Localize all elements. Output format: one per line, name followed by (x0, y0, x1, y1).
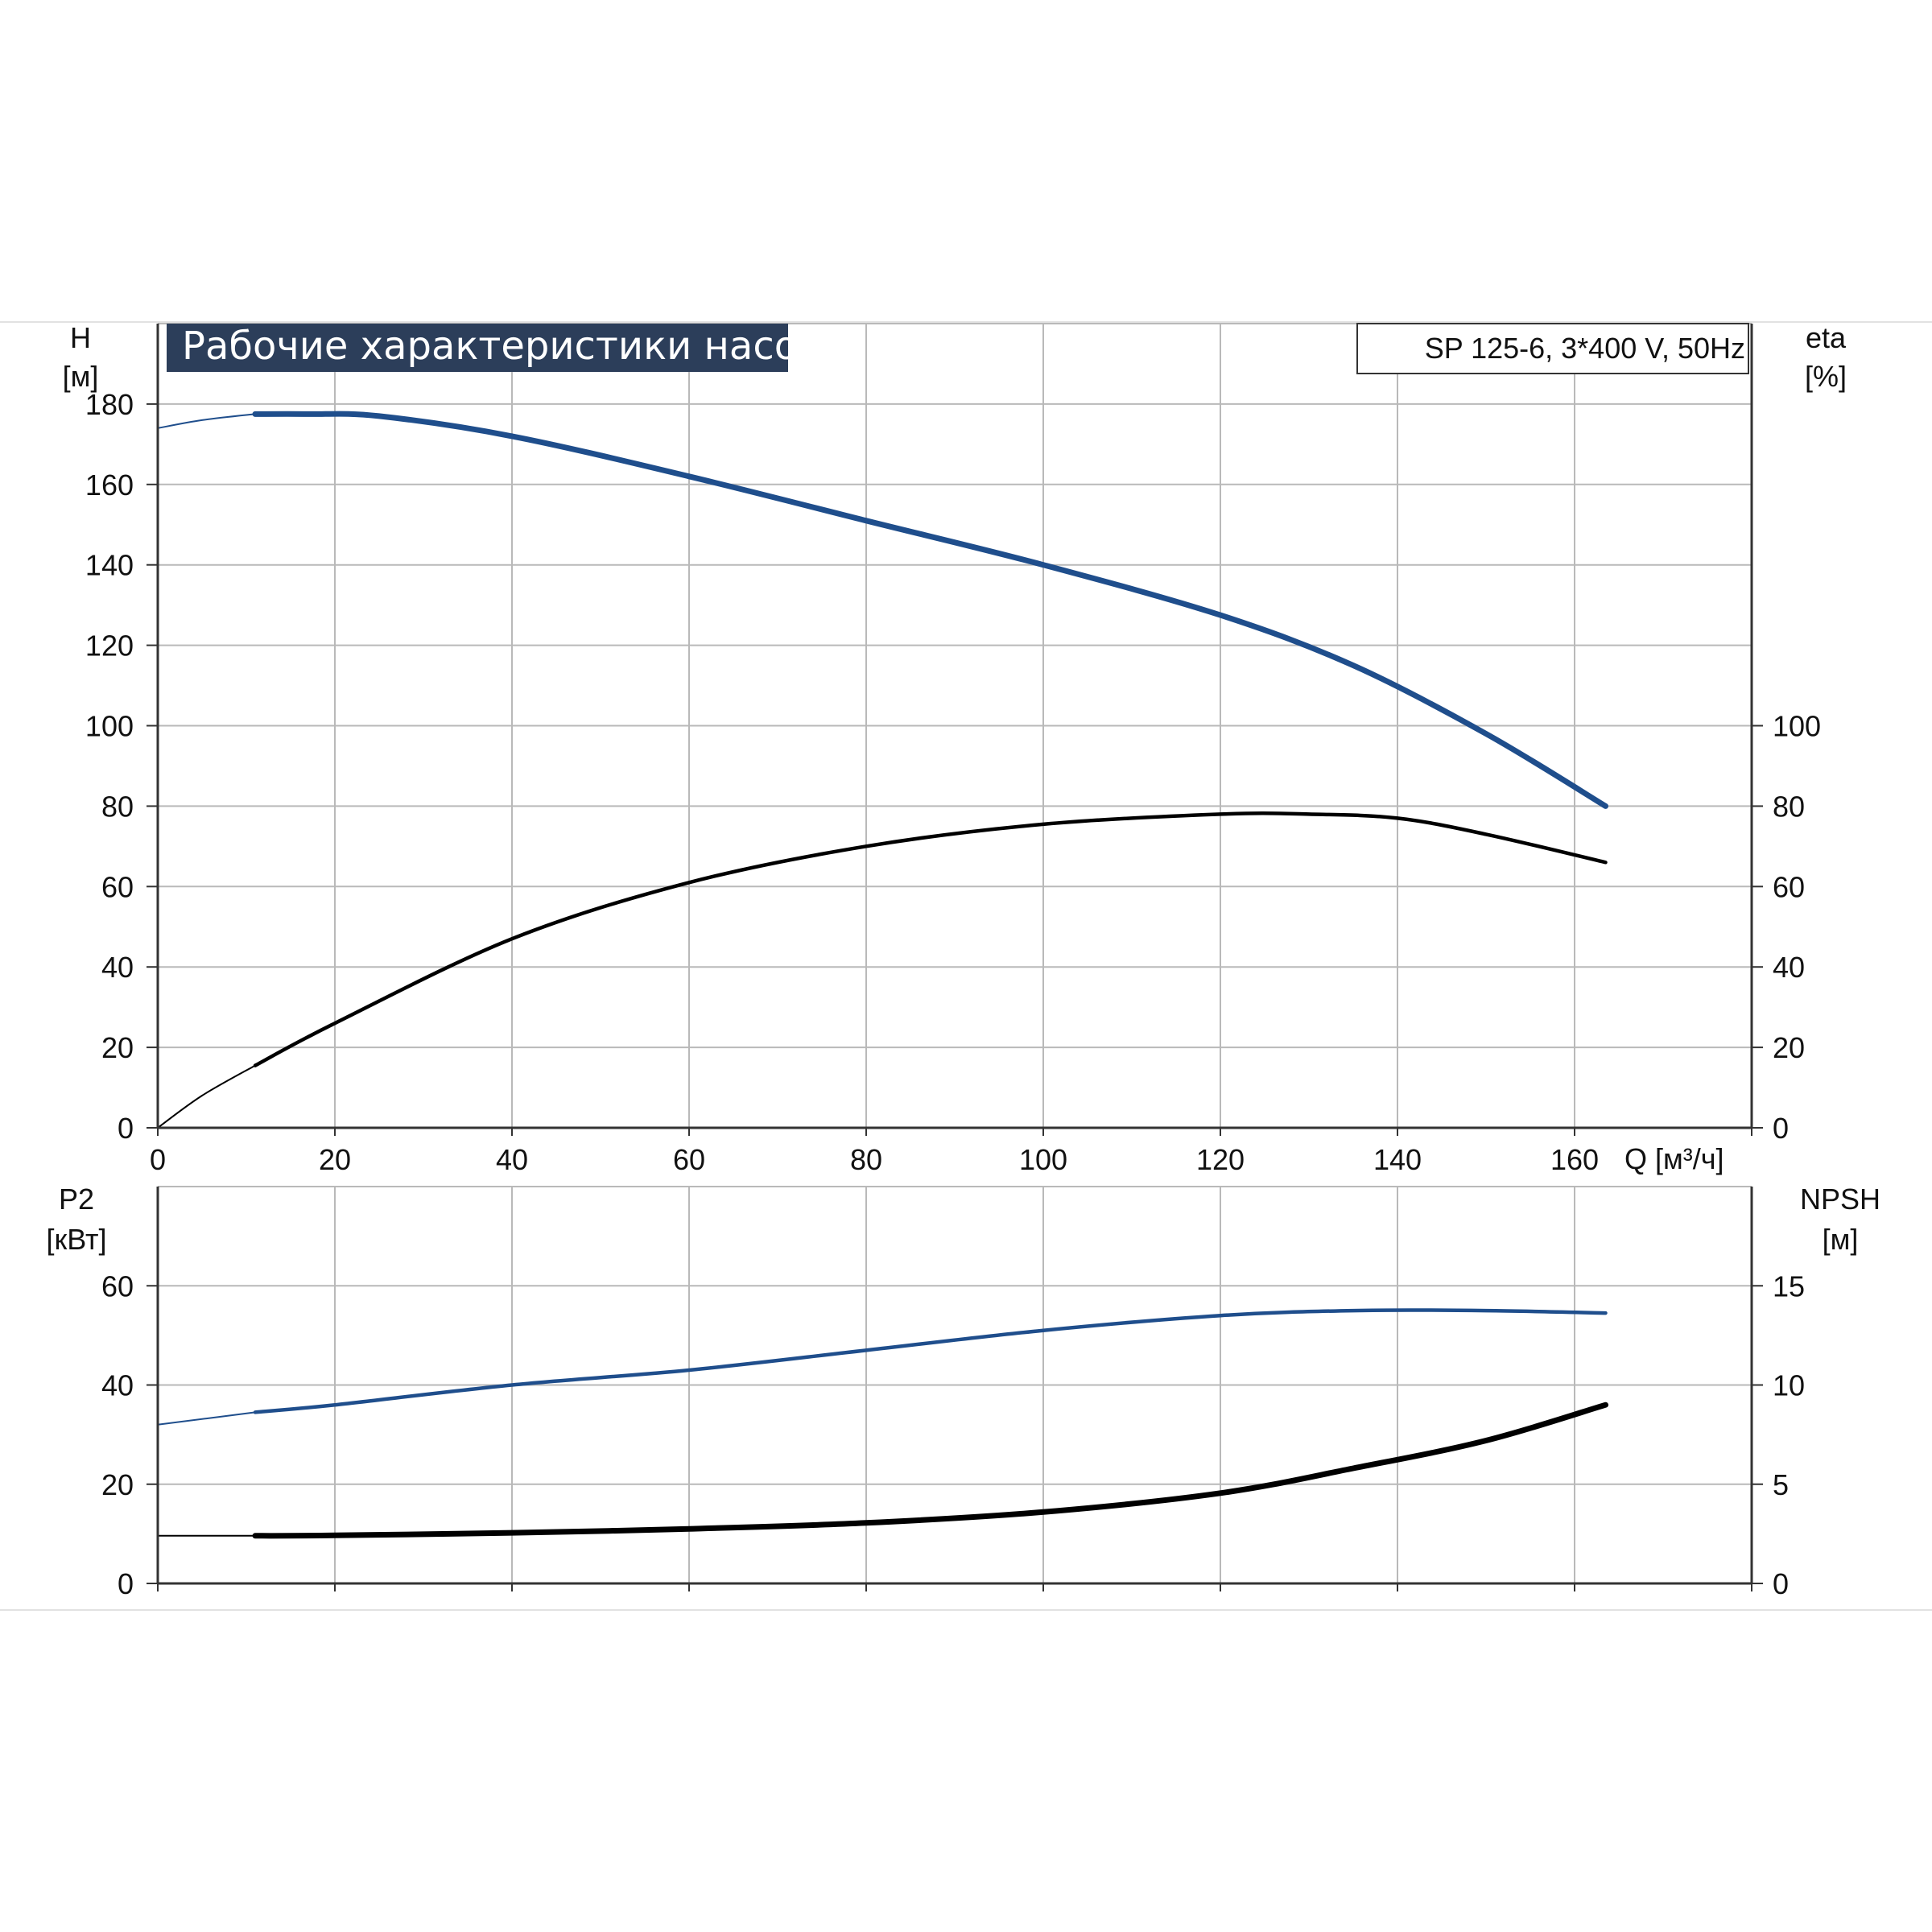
left-tick-label: 180 (85, 388, 134, 421)
right-tick-label: 20 (1773, 1031, 1805, 1064)
x-tick-label: 80 (850, 1143, 882, 1176)
x-tick-label: 160 (1550, 1143, 1599, 1176)
flow-axis-label: Q [м³/ч] (1624, 1142, 1724, 1175)
left-tick-label: 20 (101, 1031, 134, 1064)
left-tick-label: 40 (101, 951, 134, 984)
right-tick-label: 60 (1773, 870, 1805, 903)
model-label-box (1356, 323, 1749, 374)
head-efficiency-panel: 0 20 40 60 80 100 120 140 160 180 0 20 40 60 80 100 0 20 4… (63, 321, 1847, 1176)
x-tick-label: 40 (496, 1143, 528, 1176)
chart-title: Рабочие характеристики насоса (182, 324, 843, 369)
bottom-ticks: 0 20 40 60 0 5 10 15 (101, 1269, 1805, 1600)
x-tick-label: 60 (673, 1143, 705, 1176)
right-tick-label: 0 (1773, 1112, 1789, 1145)
right-tick-label: 100 (1773, 710, 1821, 743)
npsh-axis-unit: [м] (1823, 1223, 1859, 1256)
head-axis-unit: [м] (63, 360, 99, 393)
bottom-curves (157, 1308, 1608, 1539)
x-tick-label: 20 (319, 1143, 351, 1176)
series-curve (253, 1308, 1608, 1414)
x-tick-label: 120 (1196, 1143, 1245, 1176)
series-extrapolated-segment (157, 413, 256, 429)
left-tick-label: 0 (118, 1112, 134, 1145)
power-axis-symbol: P2 (59, 1183, 94, 1216)
left-tick-label: 100 (85, 710, 134, 743)
left-tick-label: 0 (118, 1567, 134, 1600)
series-curve (253, 811, 1608, 1067)
x-tick-label: 100 (1019, 1143, 1067, 1176)
left-tick-label: 140 (85, 549, 134, 582)
right-tick-label: 10 (1773, 1369, 1805, 1402)
series-extrapolated-segment (157, 1064, 256, 1129)
eta-axis-symbol: eta (1806, 321, 1847, 354)
x-tick-label: 140 (1373, 1143, 1422, 1176)
left-tick-label: 160 (85, 469, 134, 502)
left-tick-label: 120 (85, 630, 134, 663)
left-tick-label: 20 (101, 1468, 134, 1501)
series-curve (252, 1402, 1608, 1539)
series-curve (252, 411, 1608, 809)
top-ticks: 0 20 40 60 80 100 120 140 160 180 0 20 40 60 80 100 0 20 4… (85, 388, 1821, 1176)
chart-title-background (167, 324, 788, 372)
power-axis-unit: [кВт] (46, 1223, 106, 1256)
right-tick-label: 40 (1773, 951, 1805, 984)
top-curves (157, 411, 1608, 1129)
right-tick-label: 80 (1773, 790, 1805, 823)
x-tick-label: 0 (150, 1143, 166, 1176)
left-tick-label: 60 (101, 1269, 134, 1302)
top-grid (158, 323, 1752, 1128)
model-label: SP 125-6, 3*400 V, 50Hz (1425, 332, 1745, 365)
eta-axis-unit: [%] (1805, 360, 1847, 393)
power-npsh-panel: 0 20 40 60 0 5 10 15 P2 [кВт] NPSH [м] (46, 1183, 1880, 1600)
left-tick-label: 60 (101, 870, 134, 903)
npsh-axis-symbol: NPSH (1800, 1183, 1880, 1216)
series-extrapolated-segment (157, 1411, 256, 1426)
right-tick-label: 0 (1773, 1567, 1789, 1600)
left-tick-label: 40 (101, 1369, 134, 1402)
right-tick-label: 15 (1773, 1269, 1805, 1302)
left-tick-label: 80 (101, 790, 134, 823)
head-axis-symbol: H (70, 321, 91, 354)
bottom-grid (158, 1186, 1752, 1583)
right-tick-label: 5 (1773, 1468, 1789, 1501)
